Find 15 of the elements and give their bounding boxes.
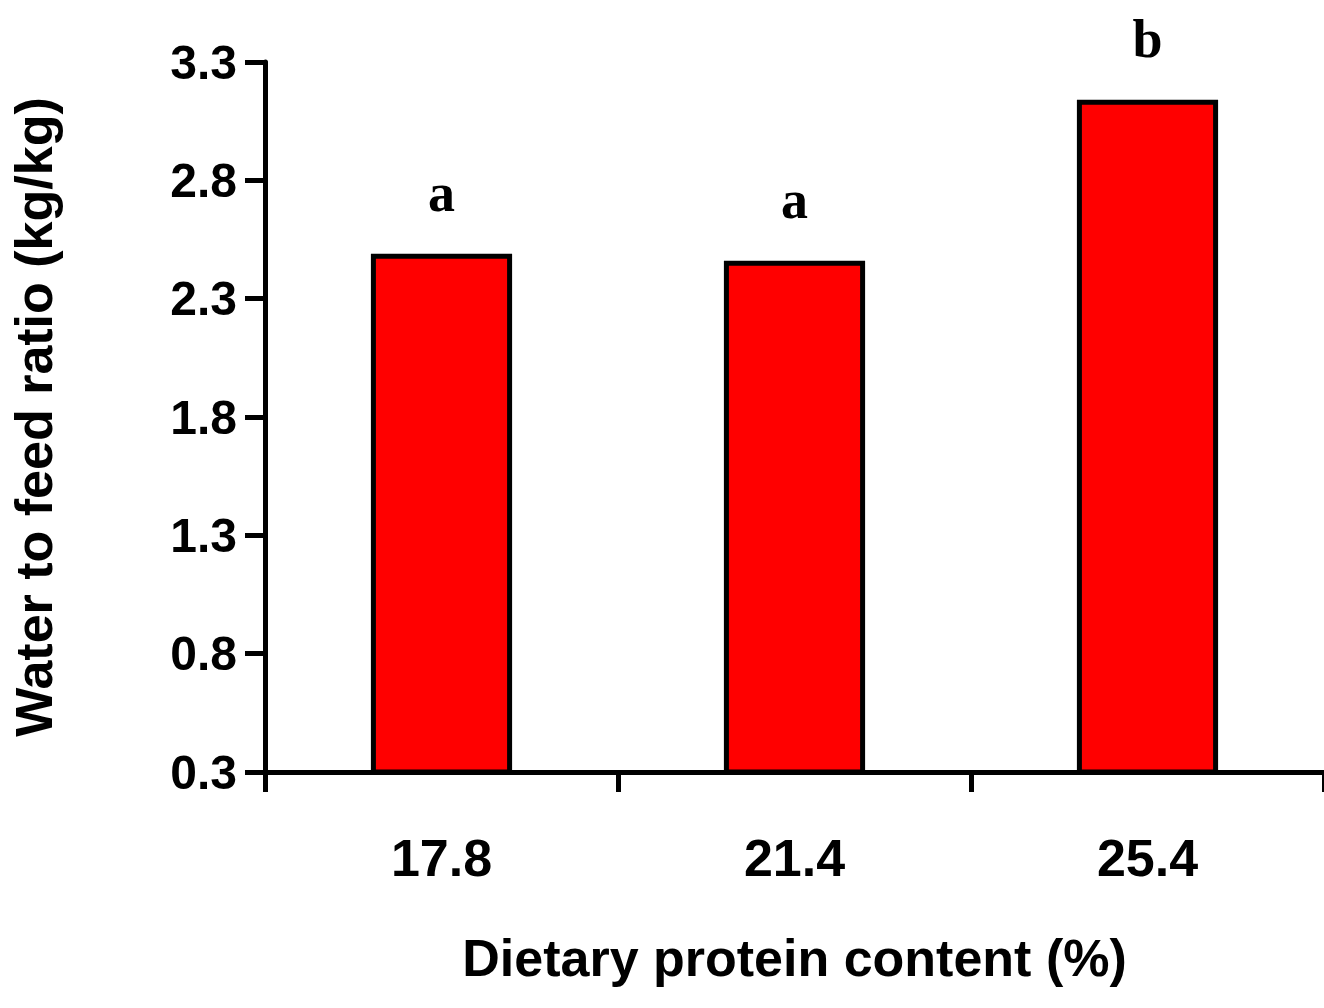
annotation: a bbox=[781, 169, 808, 230]
y-tick-label: 1.8 bbox=[170, 390, 237, 444]
annotation: a bbox=[428, 162, 455, 223]
x-tick-label: 17.8 bbox=[390, 829, 493, 887]
x-axis-title: Dietary protein content (%) bbox=[462, 929, 1127, 987]
annotation: b bbox=[1132, 8, 1163, 69]
x-tick-label: 21.4 bbox=[743, 829, 846, 887]
y-axis-title: Water to feed ratio (kg/kg) bbox=[5, 97, 63, 737]
y-tick-label: 2.8 bbox=[170, 153, 237, 207]
y-tick-label: 0.8 bbox=[170, 627, 237, 681]
y-tick-label: 2.3 bbox=[170, 272, 237, 326]
x-tick-label: 25.4 bbox=[1096, 829, 1199, 887]
y-tick-label: 1.3 bbox=[170, 508, 237, 562]
y-tick-label: 3.3 bbox=[170, 35, 237, 89]
y-tick-label: 0.3 bbox=[170, 745, 237, 799]
